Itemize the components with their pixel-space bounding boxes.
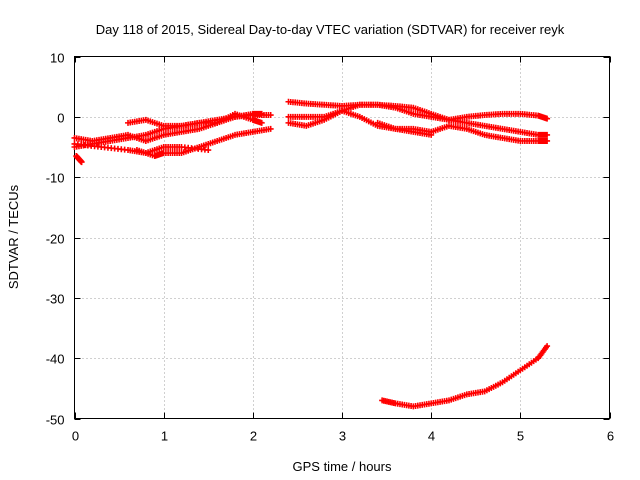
series-arc-e bbox=[71, 140, 212, 157]
y-tick-label: -30 bbox=[46, 292, 65, 307]
y-tick-labels: 10 0 -10 -20 -30 -40 -50 bbox=[46, 51, 65, 428]
y-axis-label: SDTVAR / TECUs bbox=[6, 184, 21, 289]
point-markers bbox=[125, 110, 265, 129]
y-tick-label: 10 bbox=[50, 51, 64, 66]
x-tick-label: 4 bbox=[428, 429, 435, 444]
series-arc-c bbox=[125, 110, 265, 129]
x-tick-label: 0 bbox=[72, 429, 79, 444]
data-points bbox=[71, 98, 551, 410]
y-tick-label: -40 bbox=[46, 352, 65, 367]
series-arc-k bbox=[379, 343, 551, 410]
chart-title: Day 118 of 2015, Sidereal Day-to-day VTE… bbox=[96, 22, 565, 37]
series-arc-h bbox=[285, 101, 551, 129]
series-arc-f bbox=[73, 153, 85, 166]
point-markers bbox=[73, 153, 85, 166]
ticks bbox=[74, 56, 611, 420]
point-markers bbox=[285, 101, 551, 129]
x-tick-label: 5 bbox=[517, 429, 524, 444]
y-tick-label: 0 bbox=[57, 111, 64, 126]
y-tick-label: -20 bbox=[46, 232, 65, 247]
x-tick-label: 6 bbox=[607, 429, 614, 444]
y-tick-label: -10 bbox=[46, 171, 65, 186]
x-tick-label: 1 bbox=[161, 429, 168, 444]
point-markers bbox=[379, 343, 551, 410]
y-tick-label: -50 bbox=[46, 413, 65, 428]
x-tick-label: 2 bbox=[250, 429, 257, 444]
series-arc-j bbox=[374, 119, 551, 144]
x-axis-label: GPS time / hours bbox=[293, 459, 392, 474]
x-tick-label: 3 bbox=[339, 429, 346, 444]
point-markers bbox=[71, 140, 212, 157]
point-markers bbox=[374, 119, 551, 144]
x-tick-labels: 0 1 2 3 4 5 6 bbox=[72, 429, 614, 444]
